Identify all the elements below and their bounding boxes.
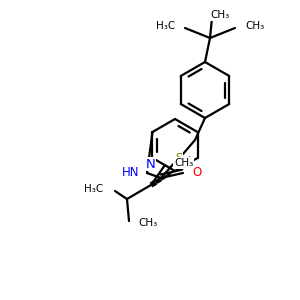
Text: H₃C: H₃C <box>84 184 103 194</box>
Text: N: N <box>146 158 155 170</box>
Text: HN: HN <box>122 167 139 179</box>
Text: O: O <box>192 166 201 178</box>
Text: S: S <box>175 152 183 164</box>
Text: H₃C: H₃C <box>156 21 175 31</box>
Text: CH₃: CH₃ <box>138 218 157 228</box>
Text: CH₃: CH₃ <box>245 21 264 31</box>
Text: CH₃: CH₃ <box>210 10 230 20</box>
Text: CH₃: CH₃ <box>174 158 193 168</box>
